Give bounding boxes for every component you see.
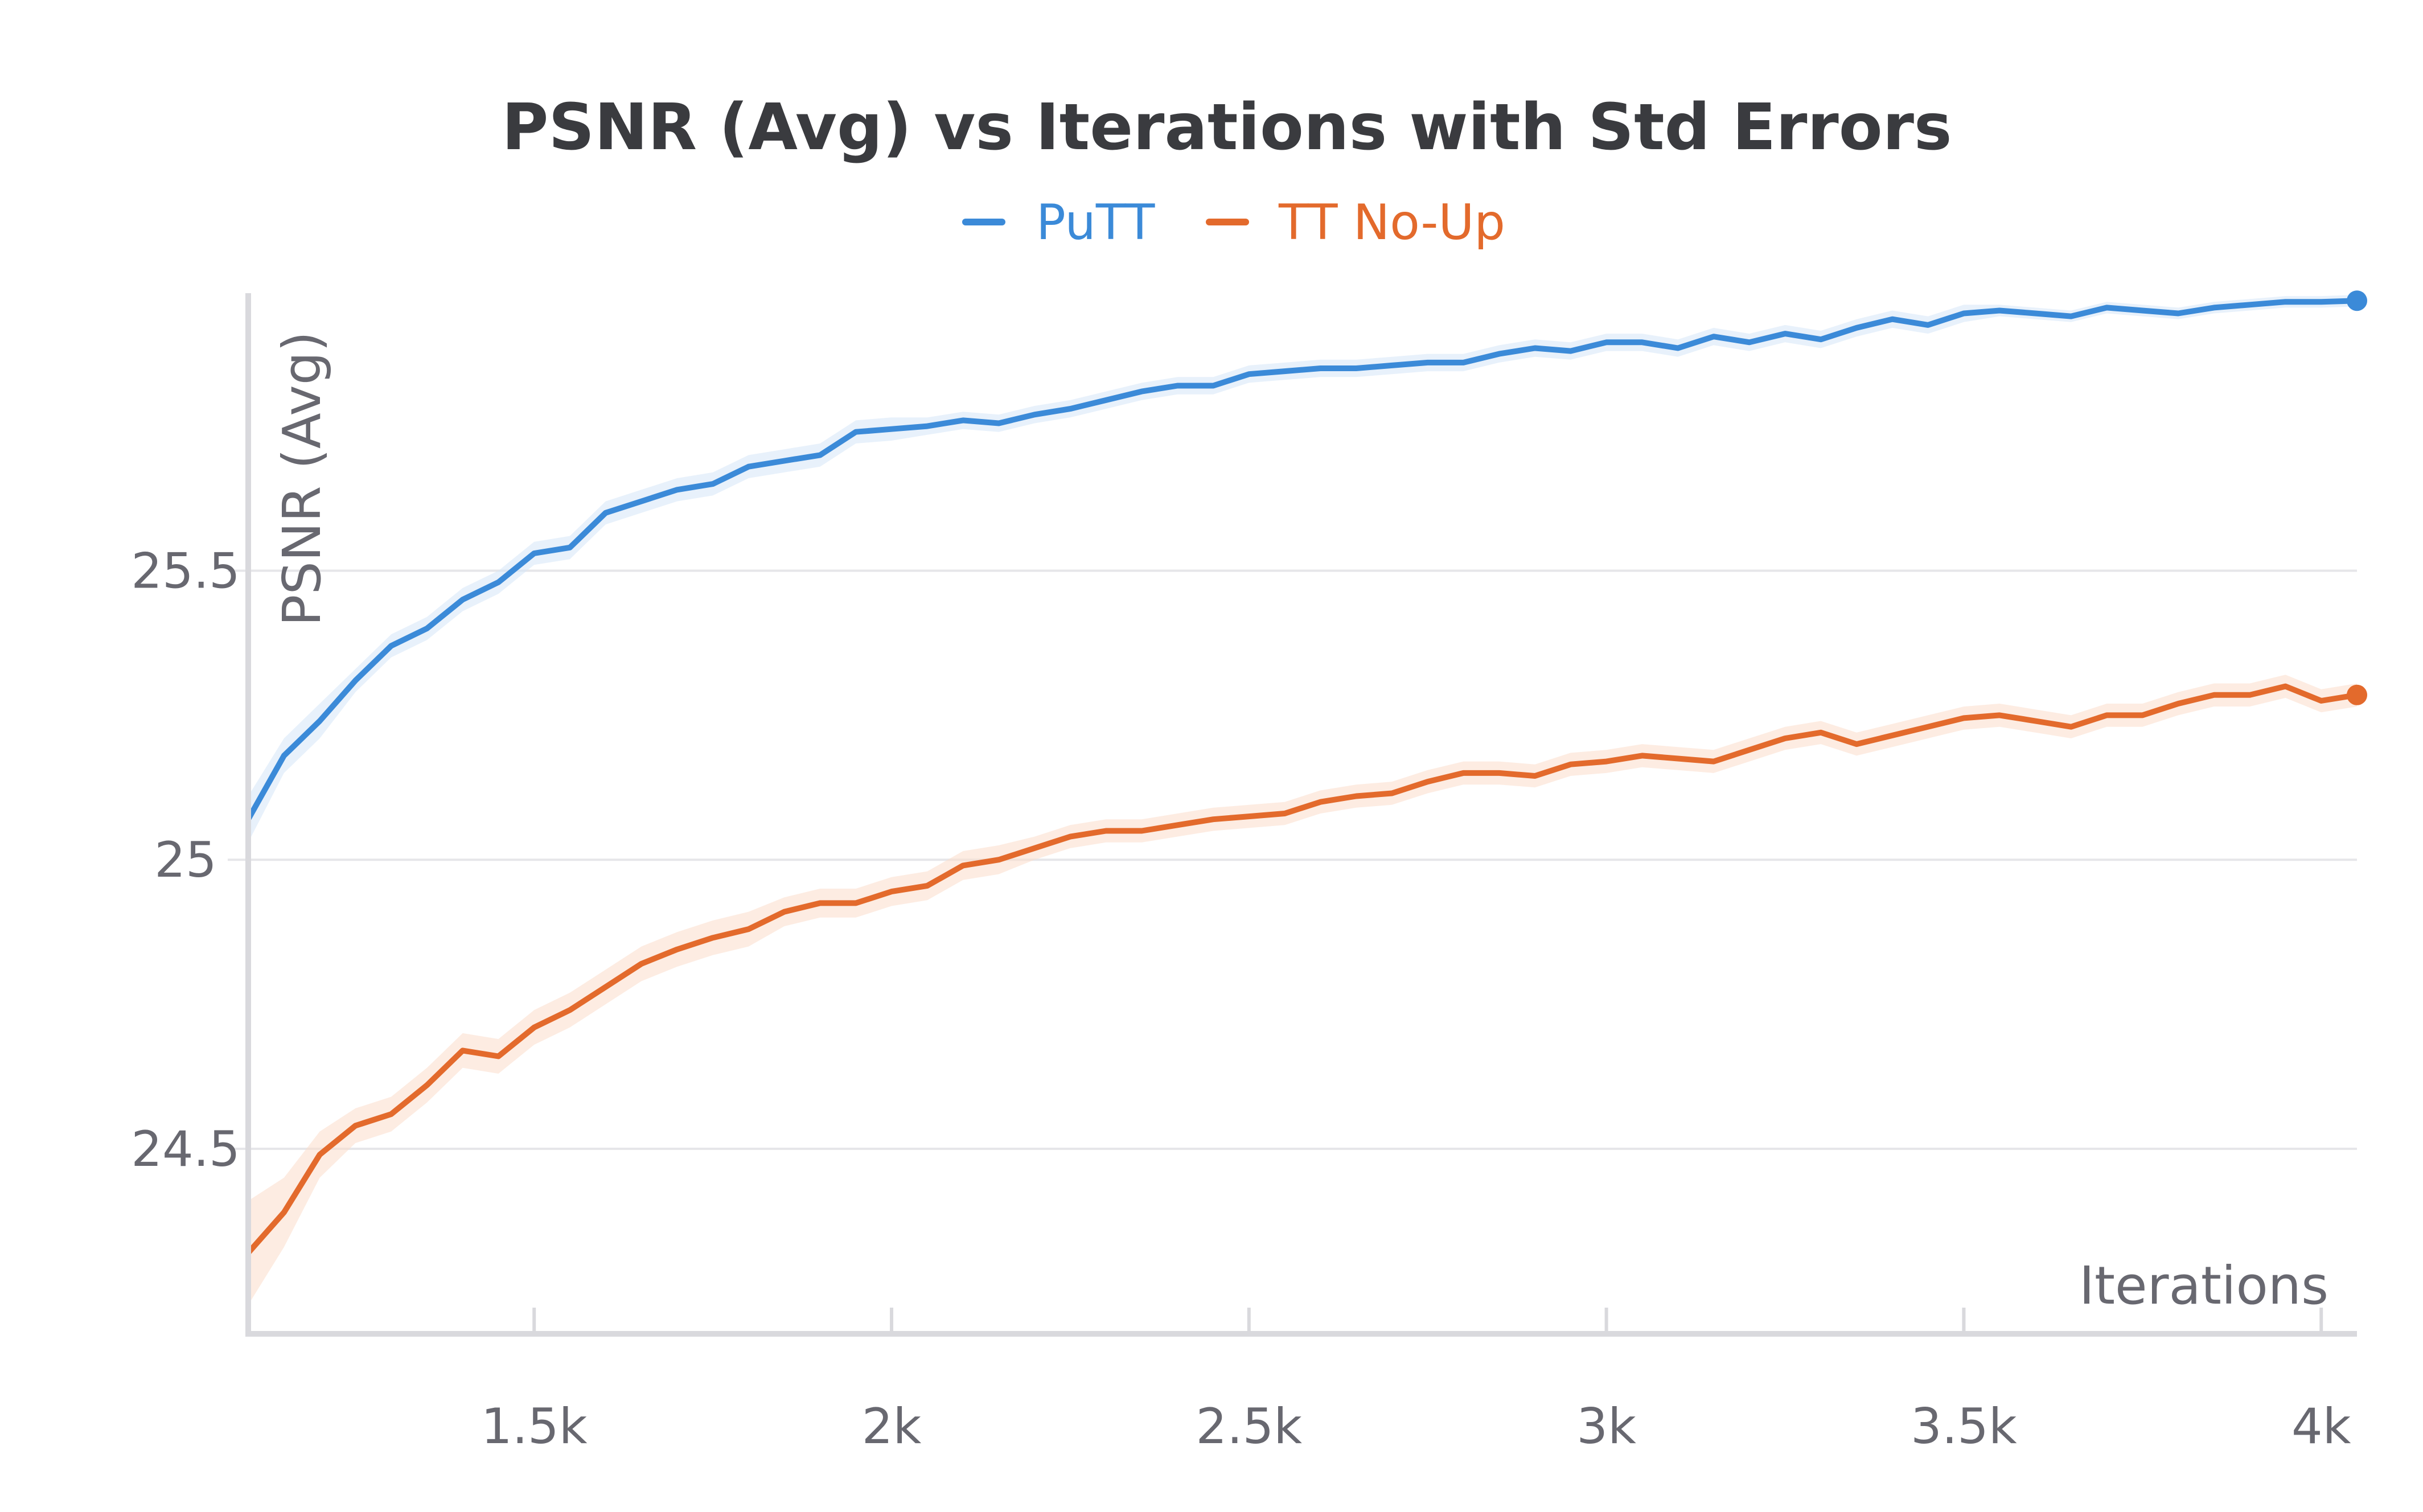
y-tick-label: 24.5	[131, 1121, 240, 1178]
x-tick-label: 2k	[862, 1398, 922, 1455]
tt-no-up-end-point[interactable]	[2347, 684, 2367, 705]
grid-lines	[228, 569, 2357, 1151]
plot-area	[245, 290, 2367, 1305]
y-axis-title: PSNR (Avg)	[272, 331, 332, 626]
tt-no-up-line[interactable]	[245, 683, 2360, 1256]
chart-title: PSNR (Avg) vs Iterations with Std Errors	[502, 91, 1952, 165]
y-axis-ticks: 24.5 25 25.5	[131, 543, 240, 1178]
legend-label-putt: PuTT	[1036, 194, 1155, 251]
putt-line[interactable]	[245, 298, 2360, 823]
legend-item-putt[interactable]: PuTT	[962, 194, 1155, 251]
legend-swatch-putt	[962, 219, 1005, 225]
putt-end-point[interactable]	[2347, 290, 2367, 311]
legend-label-tt-no-up: TT No-Up	[1278, 194, 1505, 251]
y-tick-label: 25	[154, 832, 216, 889]
x-tick-label: 2.5k	[1196, 1398, 1303, 1455]
x-tick-label: 3k	[1576, 1398, 1636, 1455]
legend-item-tt-no-up[interactable]: TT No-Up	[1206, 194, 1505, 251]
tt-no-up-error-band	[248, 675, 2357, 1305]
legend: PuTT TT No-Up	[962, 194, 1505, 251]
legend-swatch-tt-no-up	[1206, 219, 1249, 225]
x-tick-label: 4k	[2291, 1398, 2351, 1455]
x-axis-title: Iterations	[2079, 1255, 2328, 1316]
x-tick-label: 3.5k	[1911, 1398, 2017, 1455]
y-tick-label: 25.5	[131, 543, 240, 599]
x-axis-ticks: 1.5k 2k 2.5k 3k 3.5k 4k	[481, 1308, 2351, 1455]
x-tick-label: 1.5k	[481, 1398, 588, 1455]
